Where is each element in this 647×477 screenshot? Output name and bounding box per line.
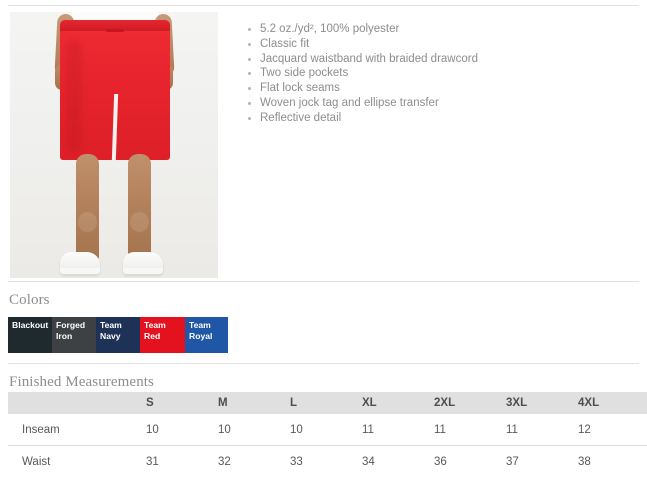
feature-item: Classic fit: [247, 37, 637, 52]
feature-item: Woven jock tag and ellipse transfer: [247, 96, 637, 111]
product-photo: [10, 12, 218, 278]
red-shorts: [60, 20, 170, 160]
measurement-value: 37: [506, 446, 578, 477]
color-swatch[interactable]: Team Navy: [96, 317, 140, 353]
measurement-value: 32: [218, 446, 290, 477]
color-swatch[interactable]: Team Royal: [185, 317, 228, 353]
knee-highlight-right: [130, 212, 149, 232]
measurement-value: 38: [578, 446, 647, 477]
measurement-row-label: Waist: [8, 446, 146, 477]
table-corner-cell: [8, 392, 146, 414]
measurement-value: 11: [434, 414, 506, 446]
measurement-value: 36: [434, 446, 506, 477]
sneaker-left: [60, 252, 100, 275]
measurement-row-label: Inseam: [8, 414, 146, 446]
table-size-header: 4XL: [578, 392, 647, 414]
measurement-value: 10: [290, 414, 362, 446]
knee-highlight-left: [78, 212, 97, 232]
color-swatch[interactable]: Forged Iron: [52, 317, 96, 353]
top-divider: [8, 5, 639, 6]
color-swatch[interactable]: Blackout: [8, 317, 52, 353]
color-swatch-list: Blackout Forged Iron Team Navy Team Red Team…: [8, 317, 228, 353]
feature-item: Two side pockets: [247, 66, 637, 81]
table-size-header: 2XL: [434, 392, 506, 414]
measurement-value: 10: [218, 414, 290, 446]
measurement-value: 11: [362, 414, 434, 446]
measurement-value: 31: [146, 446, 218, 477]
measurement-value: 11: [506, 414, 578, 446]
table-size-header: L: [290, 392, 362, 414]
color-swatch-label: Forged Iron: [56, 320, 94, 341]
shorts-leg-split: [112, 94, 118, 160]
measurement-value: 33: [290, 446, 362, 477]
table-size-header: S: [146, 392, 218, 414]
color-swatch-label: Blackout: [12, 320, 50, 331]
sneaker-sole-right: [123, 268, 163, 275]
color-swatch-label: Team Navy: [100, 320, 138, 341]
colors-divider: [8, 281, 639, 282]
measurements-divider: [8, 363, 639, 364]
feature-item: 5.2 oz./yd², 100% polyester: [247, 22, 637, 37]
shorts-drawcord: [106, 29, 124, 32]
product-image[interactable]: [10, 12, 218, 278]
color-swatch[interactable]: Team Red: [140, 317, 185, 353]
model-leg-left: [76, 154, 99, 262]
sneaker-sole-left: [60, 268, 100, 275]
color-swatch-label: Team Red: [144, 320, 183, 341]
measurements-heading: Finished Measurements: [9, 374, 154, 391]
table-size-header: XL: [362, 392, 434, 414]
table-size-header: M: [218, 392, 290, 414]
sneaker-right: [123, 252, 163, 275]
measurement-value: 34: [362, 446, 434, 477]
feature-item: Reflective detail: [247, 111, 637, 126]
measurement-value: 10: [146, 414, 218, 446]
color-swatch-label: Team Royal: [189, 320, 226, 341]
measurement-value: 12: [578, 414, 647, 446]
feature-item: Jacquard waistband with braided drawcord: [247, 52, 637, 67]
colors-heading: Colors: [9, 292, 50, 309]
table-size-header: 3XL: [506, 392, 578, 414]
feature-item: Flat lock seams: [247, 81, 637, 96]
shorts-shading: [66, 40, 82, 152]
model-leg-right: [128, 154, 151, 262]
